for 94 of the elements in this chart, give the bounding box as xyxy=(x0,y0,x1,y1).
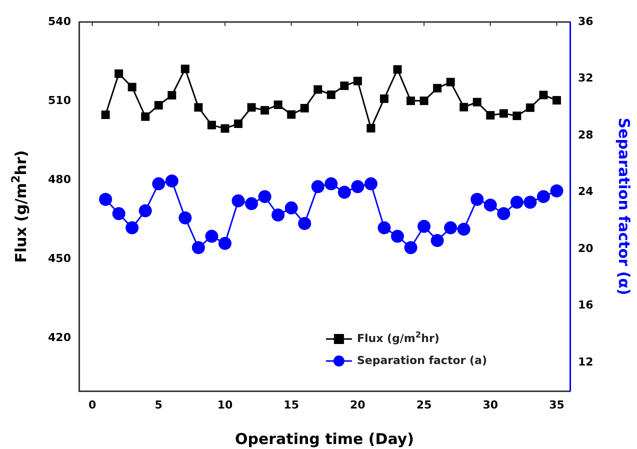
point xyxy=(168,91,176,100)
point xyxy=(138,204,152,218)
point xyxy=(552,96,561,105)
point xyxy=(165,174,178,188)
point xyxy=(101,110,110,120)
point xyxy=(232,194,245,208)
point xyxy=(192,241,205,254)
point xyxy=(194,103,203,112)
point xyxy=(300,104,309,112)
point xyxy=(460,102,468,112)
point xyxy=(486,111,495,120)
point xyxy=(526,103,534,112)
point xyxy=(114,69,124,78)
y2-tick-label: 36 xyxy=(578,14,594,28)
y2-tick-label: 16 xyxy=(578,298,594,312)
point xyxy=(340,82,349,90)
point xyxy=(112,207,126,220)
x-tick-label: 15 xyxy=(284,398,299,412)
point xyxy=(457,222,470,236)
point xyxy=(366,124,376,132)
point xyxy=(207,120,216,130)
point xyxy=(390,230,404,243)
point xyxy=(234,119,242,128)
point xyxy=(404,241,418,254)
point xyxy=(141,112,150,121)
y-tick-label: 420 xyxy=(48,331,72,344)
point xyxy=(128,82,136,92)
point xyxy=(298,217,312,230)
point xyxy=(378,221,391,234)
point xyxy=(539,90,548,100)
point xyxy=(499,109,508,118)
x-tick-label: 35 xyxy=(549,398,564,412)
point xyxy=(326,90,336,99)
point xyxy=(470,192,484,206)
point xyxy=(314,85,322,94)
point xyxy=(311,180,324,194)
y2-tick-label: 12 xyxy=(578,355,594,368)
point xyxy=(247,103,256,112)
point xyxy=(433,84,442,92)
point xyxy=(472,98,482,106)
point xyxy=(258,190,272,204)
legend-label: Separation factor (a) xyxy=(356,354,488,367)
x-tick-label: 30 xyxy=(482,398,498,412)
point xyxy=(536,190,550,204)
point xyxy=(152,177,166,190)
x-tick-label: 10 xyxy=(217,398,233,412)
y2-axis-title: Separation factor (α) xyxy=(615,118,634,296)
point xyxy=(154,101,163,110)
y-tick-label: 540 xyxy=(48,14,72,28)
x-tick-label: 20 xyxy=(350,398,366,412)
point xyxy=(272,208,285,222)
point xyxy=(364,177,378,190)
point xyxy=(550,184,564,198)
point xyxy=(484,198,497,212)
y-axis-title: Flux (g/m2hr) xyxy=(10,150,30,263)
x-tick-label: 0 xyxy=(88,398,96,412)
point xyxy=(512,112,522,120)
y2-tick-label: 20 xyxy=(578,242,594,255)
y2-tick-label: 24 xyxy=(578,185,594,198)
point xyxy=(393,65,402,74)
point xyxy=(126,221,139,234)
x-tick-label: 25 xyxy=(416,398,432,412)
point xyxy=(178,211,192,224)
y-tick-label: 510 xyxy=(48,94,72,107)
point xyxy=(444,221,458,234)
point xyxy=(380,94,388,103)
point xyxy=(446,78,455,86)
point xyxy=(245,197,258,210)
point xyxy=(406,96,415,106)
point xyxy=(260,106,270,115)
point xyxy=(420,96,428,106)
point xyxy=(351,180,364,194)
point xyxy=(324,177,338,190)
point xyxy=(287,110,296,119)
point xyxy=(205,230,218,243)
point xyxy=(99,192,112,206)
point xyxy=(338,186,351,199)
point xyxy=(430,234,444,248)
point xyxy=(524,196,537,209)
point xyxy=(284,201,298,214)
x-tick-label: 5 xyxy=(154,398,162,412)
point xyxy=(180,64,190,74)
y-tick-label: 450 xyxy=(48,252,72,266)
point xyxy=(497,207,510,220)
point xyxy=(220,124,230,133)
point xyxy=(353,76,362,86)
x-axis-title: Operating time (Day) xyxy=(234,430,414,448)
point xyxy=(274,100,282,110)
y2-tick-label: 32 xyxy=(578,72,594,85)
point xyxy=(510,196,524,209)
y-tick-label: 480 xyxy=(48,173,72,186)
y2-tick-label: 28 xyxy=(578,128,594,142)
point xyxy=(418,220,431,233)
point xyxy=(218,236,232,250)
